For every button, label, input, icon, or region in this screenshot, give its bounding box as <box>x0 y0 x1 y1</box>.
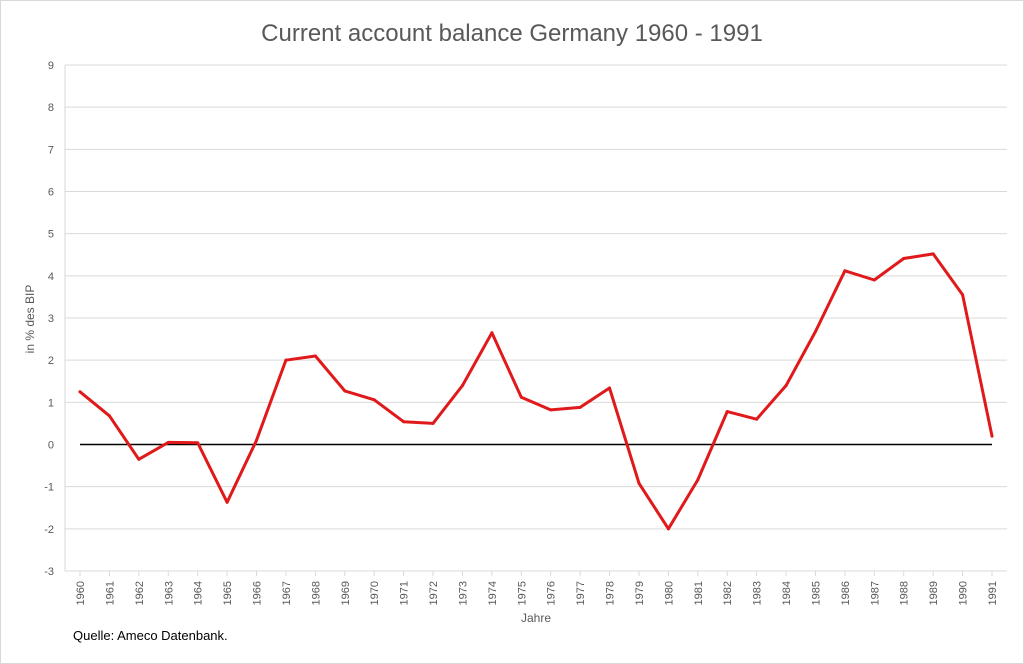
data-point <box>343 389 347 393</box>
data-point <box>313 354 317 358</box>
x-tick-label: 1965 <box>222 581 234 605</box>
y-tick-label: 4 <box>48 271 54 283</box>
data-point <box>784 383 788 387</box>
x-tick-label: 1960 <box>75 581 87 605</box>
y-tick-label: 3 <box>48 313 54 325</box>
y-tick-label: -2 <box>44 524 54 536</box>
data-point <box>902 257 906 261</box>
gridlines <box>64 64 1007 576</box>
data-point <box>990 434 994 438</box>
x-tick-label: 1986 <box>840 581 852 605</box>
y-tick-labels: -3 -2 -1 0 1 2 3 4 5 6 7 8 9 <box>44 60 54 578</box>
x-tick-label: 1991 <box>987 581 999 605</box>
x-tick-label: 1969 <box>340 581 352 605</box>
x-tick-label: 1975 <box>516 581 528 605</box>
data-point <box>578 405 582 409</box>
x-tick-label: 1990 <box>958 581 970 605</box>
data-point <box>608 386 612 390</box>
data-point <box>196 441 200 445</box>
x-tick-label: 1963 <box>163 581 175 605</box>
x-tick-label: 1962 <box>134 581 146 605</box>
x-tick-label: 1974 <box>487 581 499 605</box>
series-layer <box>78 252 994 531</box>
x-tick-label: 1984 <box>781 581 793 605</box>
x-tick-label: 1979 <box>634 581 646 605</box>
y-tick-label: 7 <box>48 144 54 156</box>
y-tick-label: 8 <box>48 102 54 114</box>
y-tick-label: 9 <box>48 60 54 72</box>
data-point <box>755 417 759 421</box>
x-tick-label: 1988 <box>899 581 911 605</box>
data-point <box>872 278 876 282</box>
series-line-0 <box>78 252 994 531</box>
data-point <box>137 457 141 461</box>
y-tick-label: 2 <box>48 355 54 367</box>
x-tick-label: 1966 <box>252 581 264 605</box>
x-tick-label: 1973 <box>457 581 469 605</box>
x-tick-label: 1977 <box>575 581 587 605</box>
y-tick-label: 5 <box>48 229 54 241</box>
x-tick-label: 1985 <box>810 581 822 605</box>
x-tick-label: 1980 <box>663 581 675 605</box>
x-axis-title: Jahre <box>521 611 551 625</box>
x-tick-label: 1987 <box>869 581 881 605</box>
data-point <box>519 395 523 399</box>
x-tick-label: 1976 <box>546 581 558 605</box>
x-tick-label: 1961 <box>104 581 116 605</box>
data-point <box>460 383 464 387</box>
x-tick-label: 1983 <box>752 581 764 605</box>
x-tick-label: 1982 <box>722 581 734 605</box>
x-tick-label: 1968 <box>310 581 322 605</box>
data-point <box>666 527 670 531</box>
y-tick-label: -3 <box>44 566 54 578</box>
x-tick-label: 1970 <box>369 581 381 605</box>
x-tick-label: 1967 <box>281 581 293 605</box>
y-tick-label: 1 <box>48 397 54 409</box>
source-note: Quelle: Ameco Datenbank. <box>73 628 228 643</box>
data-point <box>107 414 111 418</box>
x-tick-labels: 1960 1961 1962 1963 1964 1965 1966 1967 1968 1969… <box>75 581 999 605</box>
y-axis-title: in % des BIP <box>23 285 37 354</box>
data-point <box>402 420 406 424</box>
data-point <box>78 390 82 394</box>
data-point <box>725 410 729 414</box>
data-point <box>431 421 435 425</box>
x-tick-label: 1978 <box>605 581 617 605</box>
data-point <box>255 438 259 442</box>
x-tick-label: 1964 <box>193 581 205 605</box>
data-point <box>637 481 641 485</box>
x-tick-label: 1981 <box>693 581 705 605</box>
x-tick-label: 1971 <box>399 581 411 605</box>
data-point <box>549 408 553 412</box>
y-tick-label: -1 <box>44 482 54 494</box>
y-tick-label: 0 <box>48 440 54 452</box>
data-point <box>166 440 170 444</box>
x-tick-label: 1989 <box>928 581 940 605</box>
data-point <box>813 329 817 333</box>
data-point <box>961 293 965 297</box>
chart-title: Current account balance Germany 1960 - 1… <box>261 20 763 47</box>
data-point <box>843 269 847 273</box>
data-point <box>225 500 229 504</box>
data-point <box>696 478 700 482</box>
x-tick-label: 1972 <box>428 581 440 605</box>
data-point <box>931 252 935 256</box>
data-point <box>490 331 494 335</box>
data-point <box>284 358 288 362</box>
y-tick-label: 6 <box>48 187 54 199</box>
data-point <box>372 398 376 402</box>
